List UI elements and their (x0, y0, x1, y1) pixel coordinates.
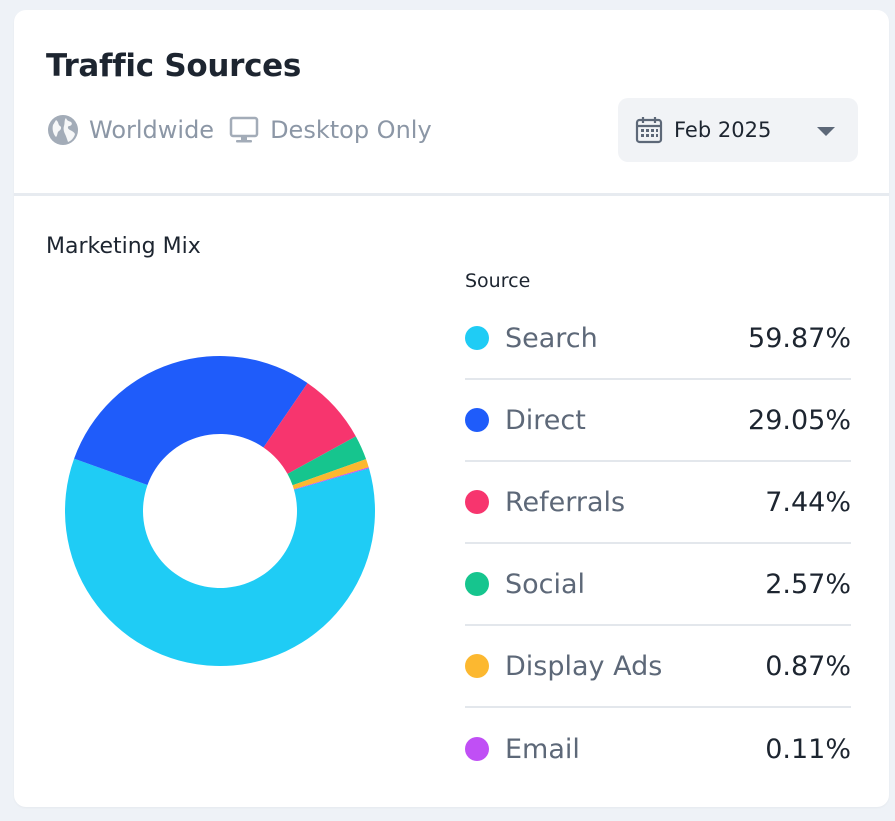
legend-row-email: Email 0.11% (465, 708, 851, 790)
globe-icon (47, 114, 79, 146)
legend-label-social: Social (505, 569, 585, 600)
direct-dot-icon (465, 408, 489, 432)
donut-slice-search (65, 459, 375, 666)
region-filter: Worldwide (47, 114, 214, 146)
display-ads-dot-icon (465, 654, 489, 678)
region-label: Worldwide (89, 116, 214, 144)
legend-value-search: 59.87% (748, 323, 851, 354)
section-title: Marketing Mix (46, 234, 201, 259)
chevron-down-icon (816, 126, 836, 138)
traffic-sources-card: Traffic Sources Worldwide Desktop Only (14, 10, 889, 807)
referrals-dot-icon (465, 490, 489, 514)
header-divider (14, 193, 889, 196)
legend-label-email: Email (505, 734, 580, 765)
legend-row-direct: Direct 29.05% (465, 380, 851, 462)
date-label: Feb 2025 (674, 118, 771, 142)
donut-slice-direct (74, 356, 307, 485)
calendar-icon (634, 115, 664, 145)
legend-row-social: Social 2.57% (465, 544, 851, 626)
device-label: Desktop Only (270, 116, 432, 144)
card-title: Traffic Sources (46, 46, 301, 86)
legend-value-display-ads: 0.87% (765, 651, 851, 682)
source-legend: Search 59.87% Direct 29.05% Referrals 7.… (465, 298, 851, 790)
legend-value-social: 2.57% (765, 569, 851, 600)
legend-row-referrals: Referrals 7.44% (465, 462, 851, 544)
legend-label-display-ads: Display Ads (505, 651, 662, 682)
legend-row-display-ads: Display Ads 0.87% (465, 626, 851, 708)
social-dot-icon (465, 572, 489, 596)
date-picker-button[interactable]: Feb 2025 (618, 98, 858, 162)
device-filter: Desktop Only (228, 114, 432, 146)
legend-label-direct: Direct (505, 405, 586, 436)
marketing-mix-donut-chart (64, 355, 376, 667)
legend-label-referrals: Referrals (505, 487, 625, 518)
email-dot-icon (465, 737, 489, 761)
legend-value-direct: 29.05% (748, 405, 851, 436)
legend-value-referrals: 7.44% (765, 487, 851, 518)
filters-row: Worldwide Desktop Only (47, 113, 446, 147)
search-dot-icon (465, 326, 489, 350)
legend-value-email: 0.11% (765, 734, 851, 765)
legend-label-search: Search (505, 323, 598, 354)
legend-header: Source (465, 270, 530, 292)
legend-row-search: Search 59.87% (465, 298, 851, 380)
desktop-icon (228, 114, 260, 146)
